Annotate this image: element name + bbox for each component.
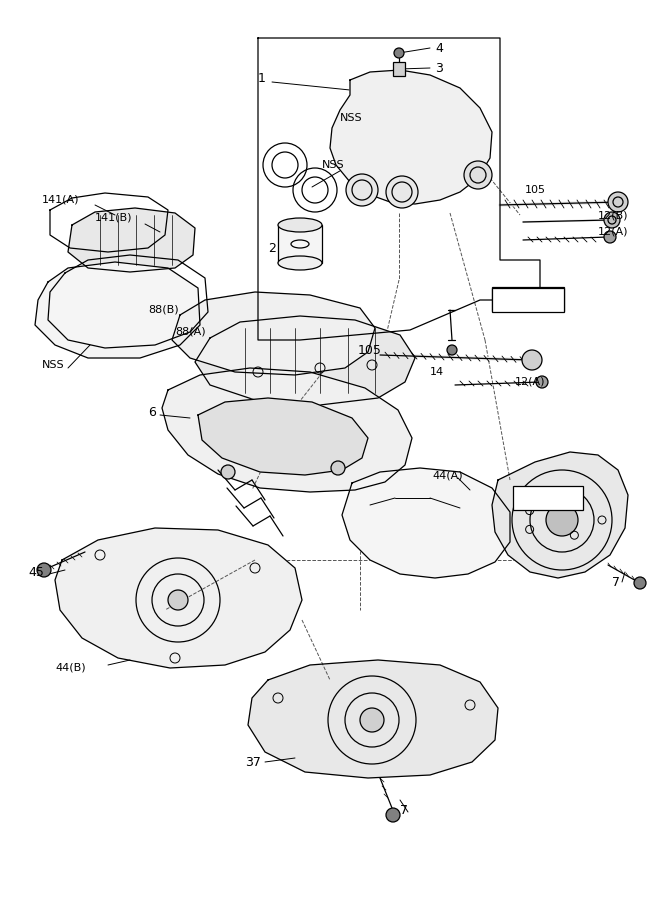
Circle shape bbox=[447, 345, 457, 355]
Text: NSS: NSS bbox=[322, 160, 345, 170]
Polygon shape bbox=[492, 452, 628, 578]
Circle shape bbox=[346, 174, 378, 206]
Text: 3: 3 bbox=[435, 61, 443, 75]
Bar bbox=[393, 62, 405, 76]
Circle shape bbox=[394, 48, 404, 58]
Circle shape bbox=[331, 461, 345, 475]
Circle shape bbox=[546, 504, 578, 536]
Text: 1: 1 bbox=[258, 71, 266, 85]
Polygon shape bbox=[172, 292, 375, 375]
Circle shape bbox=[221, 465, 235, 479]
Circle shape bbox=[386, 808, 400, 822]
Circle shape bbox=[386, 176, 418, 208]
Bar bbox=[513, 486, 583, 510]
Text: 6: 6 bbox=[148, 406, 156, 419]
Text: 2: 2 bbox=[268, 241, 276, 255]
Circle shape bbox=[522, 350, 542, 370]
Text: 88(B): 88(B) bbox=[148, 305, 179, 315]
Circle shape bbox=[37, 563, 51, 577]
Polygon shape bbox=[162, 368, 412, 492]
Polygon shape bbox=[198, 398, 368, 475]
Polygon shape bbox=[330, 70, 492, 204]
Text: NSS: NSS bbox=[340, 113, 363, 123]
Text: 45: 45 bbox=[28, 565, 44, 579]
Text: 141(B): 141(B) bbox=[95, 213, 133, 223]
Text: 4-20: 4-20 bbox=[517, 491, 548, 505]
Text: 12(A): 12(A) bbox=[515, 377, 546, 387]
Polygon shape bbox=[68, 208, 195, 272]
Polygon shape bbox=[55, 528, 302, 668]
Text: 7: 7 bbox=[400, 804, 408, 816]
Text: 141(A): 141(A) bbox=[42, 195, 79, 205]
Circle shape bbox=[604, 212, 620, 228]
Circle shape bbox=[536, 376, 548, 388]
Circle shape bbox=[608, 192, 628, 212]
Text: 88(A): 88(A) bbox=[175, 327, 205, 337]
Text: NSS: NSS bbox=[42, 360, 65, 370]
Text: 105: 105 bbox=[358, 344, 382, 356]
Bar bbox=[278, 225, 322, 263]
Text: 44(B): 44(B) bbox=[55, 663, 85, 673]
Circle shape bbox=[604, 231, 616, 243]
Polygon shape bbox=[342, 468, 510, 578]
Ellipse shape bbox=[278, 256, 322, 270]
Text: 105: 105 bbox=[525, 185, 546, 195]
Circle shape bbox=[360, 708, 384, 732]
Text: 14: 14 bbox=[430, 367, 444, 377]
Text: 4: 4 bbox=[435, 41, 443, 55]
Text: 7: 7 bbox=[612, 575, 620, 589]
Text: 12(A): 12(A) bbox=[598, 227, 628, 237]
Ellipse shape bbox=[278, 218, 322, 232]
Text: 3-55: 3-55 bbox=[496, 293, 527, 307]
Polygon shape bbox=[248, 660, 498, 778]
Polygon shape bbox=[35, 262, 200, 358]
Text: 3-55: 3-55 bbox=[496, 293, 527, 307]
Circle shape bbox=[168, 590, 188, 610]
Circle shape bbox=[464, 161, 492, 189]
Text: 44(A): 44(A) bbox=[432, 470, 463, 480]
Bar bbox=[492, 288, 564, 312]
Polygon shape bbox=[195, 316, 415, 405]
Text: 12(B): 12(B) bbox=[598, 210, 628, 220]
Text: 37: 37 bbox=[245, 755, 261, 769]
FancyBboxPatch shape bbox=[492, 287, 564, 311]
Circle shape bbox=[634, 577, 646, 589]
